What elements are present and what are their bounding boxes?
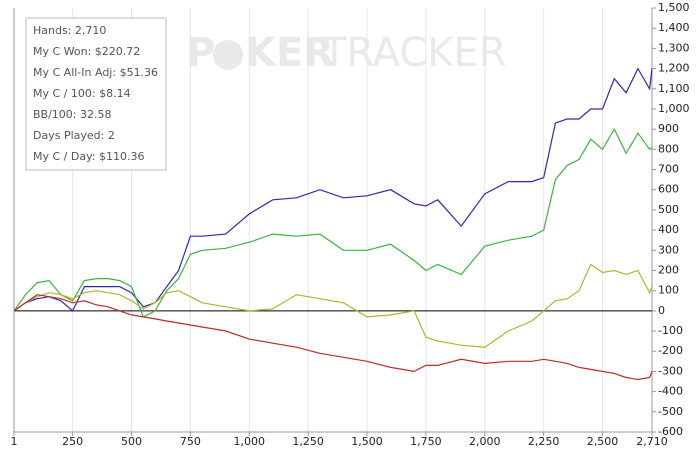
y-tick-label: -600 bbox=[658, 425, 683, 438]
y-tick-label: -300 bbox=[658, 364, 683, 377]
info-line: My C All-In Adj: $51.36 bbox=[33, 66, 158, 79]
watermark-logo bbox=[213, 40, 243, 70]
y-tick-label: -500 bbox=[658, 405, 683, 418]
y-tick-label: 1,100 bbox=[658, 82, 690, 95]
y-tick-label: 1,000 bbox=[658, 102, 690, 115]
y-tick-label: -200 bbox=[658, 344, 683, 357]
x-tick-label: 2,000 bbox=[469, 435, 501, 448]
x-tick-label: 1,500 bbox=[351, 435, 383, 448]
x-tick-label: 1,250 bbox=[292, 435, 324, 448]
plot-area: 1 250 500 750 1,000 1,250 1,500 1,750 2,000 2,250… bbox=[11, 1, 690, 448]
y-tick-label: 500 bbox=[658, 203, 679, 216]
x-tick-label: 2,250 bbox=[528, 435, 560, 448]
watermark-text: TRACKER bbox=[321, 30, 507, 76]
watermark: P KER TRACKER bbox=[186, 30, 507, 76]
y-tick-label: 300 bbox=[658, 243, 679, 256]
y-tick-label: 100 bbox=[658, 284, 679, 297]
y-tick-label: -400 bbox=[658, 385, 683, 398]
x-tick-label: 1,000 bbox=[234, 435, 266, 448]
y-tick-label: 900 bbox=[658, 122, 679, 135]
y-tick-label: 0 bbox=[658, 304, 665, 317]
y-tick-label: 1,300 bbox=[658, 41, 690, 54]
info-line: My C / 100: $8.14 bbox=[33, 87, 131, 100]
watermark-text: KER bbox=[245, 30, 334, 76]
y-tick-label: 800 bbox=[658, 142, 679, 155]
x-tick-label: 250 bbox=[62, 435, 83, 448]
y-tick-label: 600 bbox=[658, 183, 679, 196]
y-tick-label: 200 bbox=[658, 263, 679, 276]
y-tick-label: 400 bbox=[658, 223, 679, 236]
x-tick-label: 750 bbox=[180, 435, 201, 448]
series-line bbox=[13, 263, 653, 348]
info-line: My C / Day: $110.36 bbox=[33, 150, 145, 163]
info-box: Hands: 2,710 My C Won: $220.72 My C All-In… bbox=[25, 17, 167, 171]
info-line: Hands: 2,710 bbox=[33, 24, 106, 37]
y-tick-label: 700 bbox=[658, 163, 679, 176]
info-line: My C Won: $220.72 bbox=[33, 45, 140, 58]
x-tick-label: 1 bbox=[11, 435, 18, 448]
y-tick-label: 1,500 bbox=[658, 1, 690, 14]
info-box-frame bbox=[25, 17, 167, 171]
y-tick-label: 1,200 bbox=[658, 62, 690, 75]
info-line: BB/100: 32.58 bbox=[33, 108, 112, 121]
y-tick-label: 1,400 bbox=[658, 21, 690, 34]
x-tick-label: 2,500 bbox=[587, 435, 619, 448]
info-line: Days Played: 2 bbox=[33, 129, 115, 142]
series-line bbox=[13, 127, 653, 318]
x-tick-label: 2,710 bbox=[636, 435, 668, 448]
y-tick-label: -100 bbox=[658, 324, 683, 337]
series-line bbox=[13, 294, 653, 381]
x-tick-label: 500 bbox=[121, 435, 142, 448]
series-line bbox=[13, 67, 653, 312]
x-tick-label: 1,750 bbox=[410, 435, 442, 448]
